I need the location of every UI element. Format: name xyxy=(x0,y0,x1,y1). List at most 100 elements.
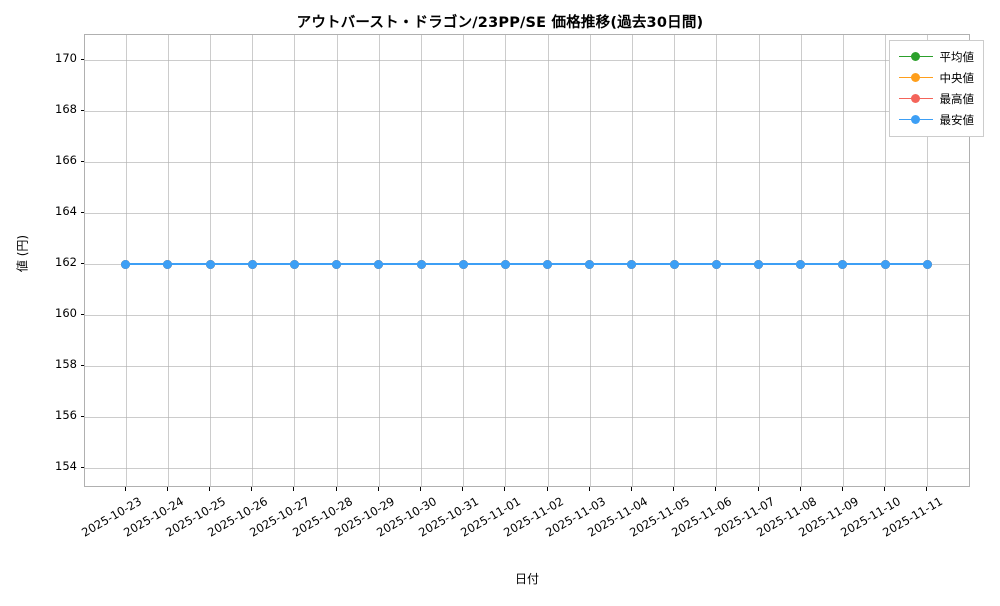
x-tick-mark xyxy=(588,487,590,491)
series-line-segment xyxy=(167,263,211,265)
legend-label: 中央値 xyxy=(939,70,975,85)
y-tick-mark xyxy=(80,161,84,163)
gridline-horizontal xyxy=(85,213,969,215)
y-tick-label: 158 xyxy=(55,356,77,371)
x-tick-mark xyxy=(757,487,759,491)
legend-item-2[interactable]: 中央値 xyxy=(898,67,975,88)
y-tick-label: 160 xyxy=(55,305,77,320)
legend-swatch-icon xyxy=(898,93,933,105)
x-axis-title: 日付 xyxy=(514,572,539,586)
series-line-segment xyxy=(842,263,886,265)
data-point-marker xyxy=(627,259,637,269)
y-tick-label: 156 xyxy=(55,407,77,422)
x-tick-mark xyxy=(166,487,168,491)
data-point-marker xyxy=(711,259,721,269)
data-point-marker xyxy=(289,259,299,269)
data-point-marker xyxy=(205,259,215,269)
series-line-segment xyxy=(589,263,632,265)
y-tick-label: 166 xyxy=(55,153,77,168)
data-point-marker xyxy=(880,259,890,269)
chart-title: アウトバースト・ドラゴン/23PP/SE 価格推移(過去30日間) xyxy=(296,15,704,31)
y-tick-label: 164 xyxy=(55,204,77,219)
legend-label: 最高値 xyxy=(939,91,975,106)
y-tick-label: 162 xyxy=(55,255,77,270)
x-tick-mark xyxy=(799,487,801,491)
y-tick-mark xyxy=(80,466,84,468)
data-point-marker xyxy=(669,259,679,269)
data-point-marker xyxy=(163,259,173,269)
x-tick-mark xyxy=(124,487,126,491)
series-line-segment xyxy=(800,263,843,265)
y-axis-title: 値 (円) xyxy=(15,234,30,273)
data-point-marker xyxy=(416,259,426,269)
series-line-segment xyxy=(421,263,464,265)
data-point-marker xyxy=(247,259,257,269)
x-tick-mark xyxy=(293,487,295,491)
series-line-segment xyxy=(716,263,759,265)
y-tick-mark xyxy=(80,263,84,265)
series-line-segment xyxy=(378,263,422,265)
legend-label: 最安値 xyxy=(939,112,975,127)
gridline-horizontal xyxy=(85,111,969,113)
x-tick-mark xyxy=(377,487,379,491)
data-point-marker xyxy=(754,259,764,269)
y-tick-mark xyxy=(80,59,84,61)
data-point-marker xyxy=(458,259,468,269)
legend-swatch-icon xyxy=(898,114,933,126)
data-point-marker xyxy=(332,259,342,269)
x-tick-mark xyxy=(926,487,928,491)
series-line-segment xyxy=(210,263,253,265)
series-line-segment xyxy=(294,263,337,265)
legend-swatch-icon xyxy=(898,72,933,84)
y-tick-label: 170 xyxy=(55,51,77,66)
gridline-horizontal xyxy=(85,467,969,469)
legend-swatch-icon xyxy=(898,51,933,63)
series-line-segment xyxy=(547,263,590,265)
data-point-marker xyxy=(500,259,510,269)
data-point-marker xyxy=(543,259,553,269)
legend-item-3[interactable]: 最高値 xyxy=(898,88,975,109)
series-line-segment xyxy=(252,263,295,265)
series-line-segment xyxy=(125,263,168,265)
data-point-marker xyxy=(838,259,848,269)
gridline-horizontal xyxy=(85,60,969,62)
series-line-segment xyxy=(758,263,801,265)
gridline-horizontal xyxy=(85,416,969,418)
x-tick-mark xyxy=(673,487,675,491)
legend-label: 平均値 xyxy=(939,49,975,64)
y-tick-mark xyxy=(80,110,84,112)
x-tick-mark xyxy=(504,487,506,491)
series-line-segment xyxy=(463,263,506,265)
gridline-horizontal xyxy=(85,365,969,367)
x-tick-mark xyxy=(251,487,253,491)
series-line-segment xyxy=(885,263,928,265)
plot-area xyxy=(84,34,970,487)
y-tick-mark xyxy=(80,313,84,315)
x-tick-mark xyxy=(884,487,886,491)
x-tick-mark xyxy=(715,487,717,491)
legend-item-4[interactable]: 最安値 xyxy=(898,109,975,130)
data-point-marker xyxy=(374,259,384,269)
x-tick-mark xyxy=(335,487,337,491)
data-point-marker xyxy=(796,259,806,269)
data-point-marker xyxy=(585,259,595,269)
series-line-segment xyxy=(674,263,717,265)
y-tick-label: 154 xyxy=(55,458,77,473)
x-tick-mark xyxy=(420,487,422,491)
gridline-horizontal xyxy=(85,314,969,316)
series-line-segment xyxy=(336,263,379,265)
x-tick-mark xyxy=(462,487,464,491)
y-tick-label: 168 xyxy=(55,102,77,117)
series-4 xyxy=(85,35,969,486)
series-line-segment xyxy=(631,263,675,265)
legend: 平均値中央値最高値最安値 xyxy=(888,40,984,137)
x-tick-mark xyxy=(630,487,632,491)
y-tick-mark xyxy=(80,212,84,214)
legend-item-1[interactable]: 平均値 xyxy=(898,46,975,67)
gridline-horizontal xyxy=(85,162,969,164)
x-tick-mark xyxy=(546,487,548,491)
x-tick-mark xyxy=(841,487,843,491)
data-point-marker xyxy=(121,259,131,269)
x-tick-mark xyxy=(209,487,211,491)
